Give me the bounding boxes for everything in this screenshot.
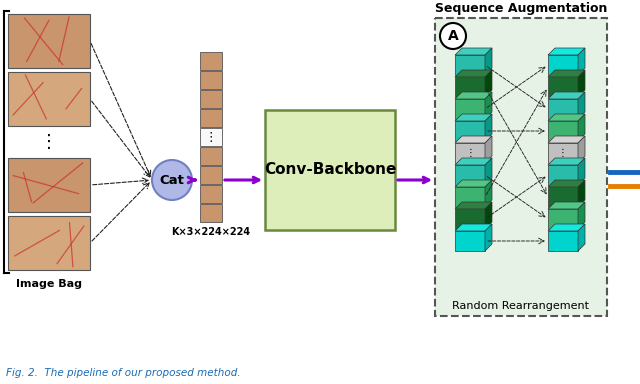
Polygon shape (548, 202, 585, 209)
Polygon shape (485, 70, 492, 97)
Polygon shape (485, 158, 492, 185)
Polygon shape (548, 224, 585, 231)
Polygon shape (485, 92, 492, 119)
Polygon shape (455, 209, 485, 229)
Polygon shape (200, 109, 222, 127)
Polygon shape (548, 77, 578, 97)
Text: Cat: Cat (159, 174, 184, 187)
Text: ⋮: ⋮ (465, 148, 475, 158)
Polygon shape (455, 202, 492, 209)
Polygon shape (485, 180, 492, 207)
Polygon shape (578, 48, 585, 75)
Text: ⋮: ⋮ (558, 148, 568, 158)
Polygon shape (455, 99, 485, 119)
Polygon shape (548, 136, 585, 143)
Polygon shape (548, 70, 585, 77)
Polygon shape (485, 224, 492, 251)
Polygon shape (455, 55, 485, 75)
Polygon shape (455, 48, 492, 55)
Polygon shape (455, 121, 485, 141)
Polygon shape (578, 92, 585, 119)
Polygon shape (485, 136, 492, 163)
Polygon shape (578, 70, 585, 97)
Polygon shape (200, 204, 222, 222)
Polygon shape (200, 128, 222, 146)
Polygon shape (548, 99, 578, 119)
Polygon shape (200, 147, 222, 165)
Polygon shape (548, 55, 578, 75)
Polygon shape (578, 224, 585, 251)
Text: ⋮: ⋮ (40, 133, 58, 151)
Polygon shape (578, 202, 585, 229)
Text: ⋮: ⋮ (205, 131, 217, 144)
Polygon shape (200, 90, 222, 108)
Polygon shape (8, 72, 90, 126)
Polygon shape (455, 70, 492, 77)
Polygon shape (548, 231, 578, 251)
Polygon shape (548, 180, 585, 187)
Text: A: A (447, 29, 458, 43)
Polygon shape (200, 52, 222, 70)
Polygon shape (485, 202, 492, 229)
Circle shape (440, 23, 466, 49)
Polygon shape (8, 14, 90, 68)
Text: Conv-Backbone: Conv-Backbone (264, 162, 396, 177)
Text: Image Bag: Image Bag (16, 279, 82, 289)
Polygon shape (578, 158, 585, 185)
Text: Fig. 2.  The pipeline of our proposed method.: Fig. 2. The pipeline of our proposed met… (6, 368, 241, 378)
Polygon shape (578, 136, 585, 163)
Polygon shape (455, 136, 492, 143)
Text: Sequence Augmentation: Sequence Augmentation (435, 2, 607, 15)
Polygon shape (200, 185, 222, 203)
Polygon shape (548, 92, 585, 99)
Polygon shape (455, 231, 485, 251)
Polygon shape (578, 180, 585, 207)
FancyBboxPatch shape (435, 18, 607, 316)
Polygon shape (578, 114, 585, 141)
Polygon shape (455, 114, 492, 121)
Text: K×3×224×224: K×3×224×224 (172, 227, 251, 237)
Polygon shape (455, 77, 485, 97)
Polygon shape (548, 209, 578, 229)
Polygon shape (200, 71, 222, 89)
Polygon shape (485, 48, 492, 75)
Polygon shape (548, 158, 585, 165)
Polygon shape (548, 187, 578, 207)
Polygon shape (548, 165, 578, 185)
Polygon shape (455, 180, 492, 187)
FancyBboxPatch shape (265, 110, 395, 230)
Text: Random Rearrangement: Random Rearrangement (452, 301, 589, 311)
Polygon shape (455, 224, 492, 231)
Polygon shape (485, 114, 492, 141)
Polygon shape (455, 143, 485, 163)
Polygon shape (455, 187, 485, 207)
Polygon shape (548, 143, 578, 163)
Polygon shape (548, 48, 585, 55)
Polygon shape (548, 114, 585, 121)
Polygon shape (455, 165, 485, 185)
Polygon shape (200, 166, 222, 184)
Polygon shape (548, 121, 578, 141)
Polygon shape (8, 158, 90, 212)
Polygon shape (455, 158, 492, 165)
Polygon shape (455, 92, 492, 99)
Circle shape (152, 160, 192, 200)
Polygon shape (8, 216, 90, 270)
